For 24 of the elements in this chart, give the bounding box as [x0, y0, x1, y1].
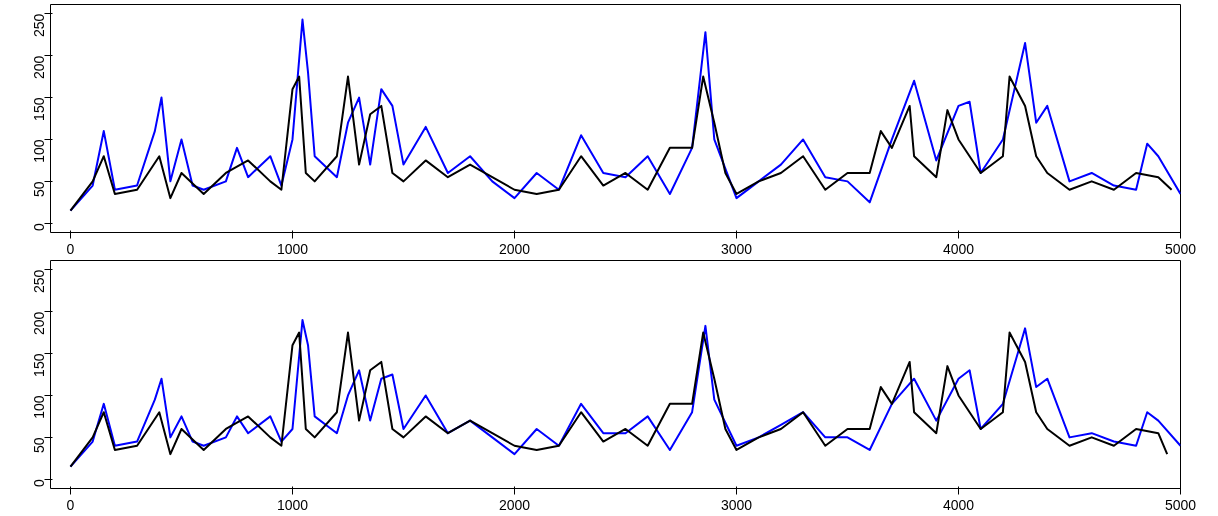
x-tick-label: 4000	[942, 496, 975, 513]
y-tick-label: 150	[31, 97, 48, 121]
x-tick-label: 0	[66, 240, 75, 257]
y-tick-label: 50	[31, 437, 48, 453]
x-tick-label: 4000	[942, 240, 975, 257]
y-tick-label: 200	[31, 55, 48, 79]
x-tick-label: 3000	[720, 240, 753, 257]
x-tick-label: 5000	[1164, 240, 1197, 257]
x-tick-label: 2000	[498, 496, 531, 513]
y-tick-label: 0	[31, 479, 48, 488]
y-tick-label: 150	[31, 353, 48, 377]
y-tick-label: 100	[31, 139, 48, 163]
x-tick-label: 2000	[498, 240, 531, 257]
x-tick-label: 1000	[276, 496, 309, 513]
y-tick-label: 250	[31, 269, 48, 294]
y-tick-label: 100	[31, 395, 48, 419]
x-tick-label: 0	[66, 496, 75, 513]
x-tick-label: 5000	[1164, 496, 1197, 513]
y-tick-label: 200	[31, 311, 48, 335]
y-tick-label: 0	[31, 223, 48, 232]
x-tick-label: 1000	[276, 240, 309, 257]
x-tick-label: 3000	[720, 496, 753, 513]
y-tick-label: 50	[31, 181, 48, 197]
y-tick-label: 250	[31, 13, 48, 38]
